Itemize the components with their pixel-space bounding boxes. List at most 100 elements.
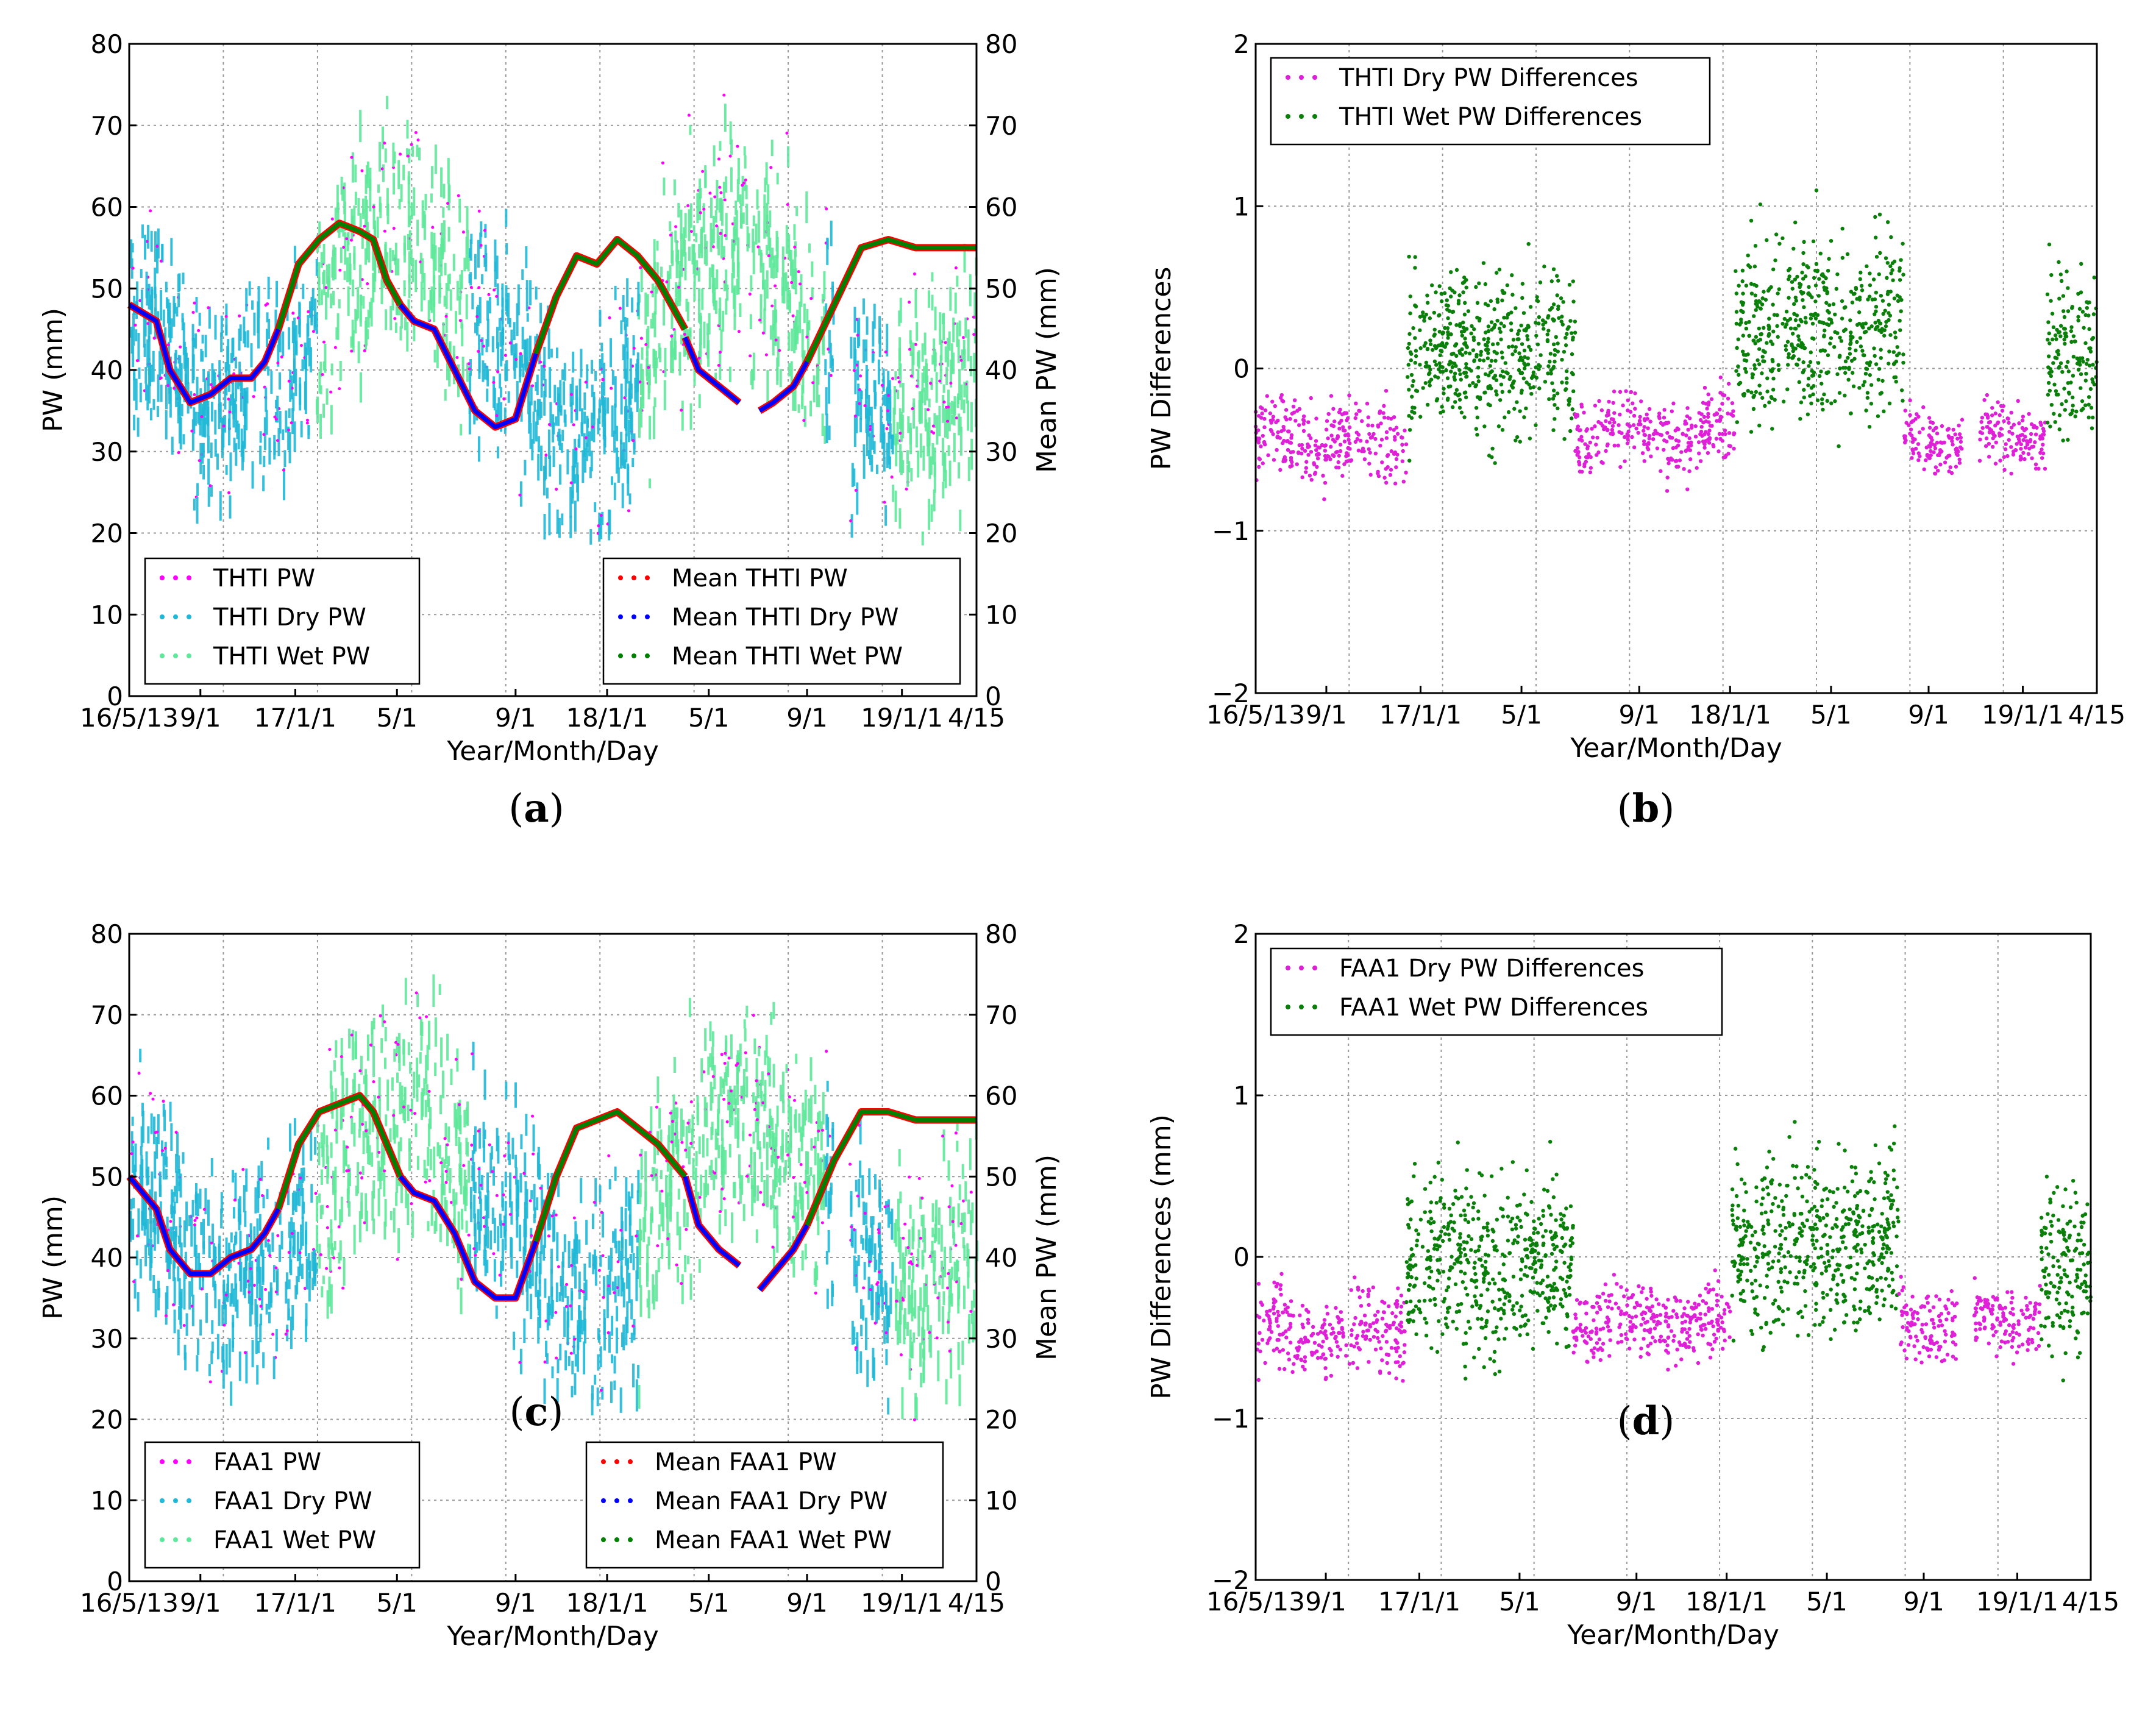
pw-point [689,403,692,430]
pw-point [219,402,222,423]
pw-point [473,407,476,425]
pw-point [154,268,157,295]
pw-point [536,1197,539,1211]
dry-diff-point [1958,439,1963,444]
dry-diff-point [1323,454,1328,458]
pw-point [660,1170,663,1179]
pw-point [594,371,597,381]
pw-point [752,229,755,253]
pw-point [785,131,789,135]
pw-point [723,281,726,291]
dry-diff-point [1993,461,1998,466]
pw-point [357,1162,360,1194]
wet-diff-point [1474,352,1479,357]
pw-point [639,336,643,340]
pw-point [378,1077,381,1101]
pw-point [332,1247,335,1257]
wet-diff-point [1760,355,1765,359]
pw-point [864,1317,867,1350]
dry-diff-point [1902,440,1907,445]
pw-point [947,1272,950,1275]
pw-point [132,1218,135,1240]
dry-diff-point [2041,451,2046,455]
pw-point [322,272,325,285]
pw-point [698,1136,701,1154]
pw-point [796,310,799,341]
pw-point [858,1123,861,1127]
pw-point [236,420,239,439]
pw-point [334,1189,337,1221]
pw-point [455,311,458,334]
dry-diff-point [1726,396,1731,401]
dry-diff-point [1706,411,1710,416]
pw-point [447,227,450,242]
wet-diff-point [1500,298,1504,303]
dry-diff-point [1708,424,1713,428]
pw-point [358,1211,361,1243]
dry-diff-point [1918,430,1922,435]
legend-marker [631,653,636,658]
dry-diff-point [1301,422,1306,426]
dry-diff-point [1578,438,1582,442]
pw-point [927,290,930,308]
pw-point [805,1151,808,1174]
pw-point [240,429,243,457]
pw-point [457,194,460,197]
wet-diff-point [2062,386,2066,391]
wet-diff-point [1799,341,1804,345]
pw-point [524,1232,527,1256]
dry-diff-point [1727,431,1732,435]
dry-diff-point [1291,450,1295,454]
pw-point [421,258,424,283]
x-tick-label: 4/15 [2068,700,2125,730]
pw-point [615,447,618,474]
pw-point [366,240,369,260]
pw-point [299,344,303,347]
pw-point [710,197,713,218]
dry-diff-point [1309,396,1313,400]
wet-diff-point [1509,321,1514,326]
wet-diff-point [1520,371,1524,375]
pw-point [708,313,711,335]
pw-point [736,1120,739,1148]
wet-diff-point [1887,349,1891,354]
pw-point [194,411,197,426]
wet-diff-point [2071,404,2075,408]
pw-point [611,1354,614,1364]
dry-diff-point [1382,475,1387,480]
pw-point [199,1319,202,1336]
pw-point [788,1099,791,1123]
pw-point [749,314,752,329]
pw-point [763,194,766,222]
pw-point [809,400,813,417]
wet-diff-point [1567,397,1572,401]
pw-point [733,216,736,237]
pw-point [193,393,196,396]
pw-point [805,335,809,339]
pw-point [442,207,445,218]
wet-diff-point [1432,327,1437,332]
pw-point [970,402,973,433]
wet-diff-point [1472,327,1476,332]
wet-diff-point [1805,412,1810,416]
pw-point [743,146,746,156]
pw-point [325,291,328,320]
wet-diff-point [1495,351,1499,355]
wet-diff-point [1415,389,1420,393]
pw-point [673,179,676,196]
dry-diff-point [1707,420,1711,424]
dry-diff-point [1593,404,1598,408]
pw-point [274,309,277,336]
dry-diff-point [1648,419,1652,424]
pw-point [915,426,918,448]
pw-point [922,1361,925,1384]
wet-diff-point [1869,324,1874,329]
pw-point [166,1259,169,1272]
pw-point [252,1284,256,1287]
wet-diff-point [1754,283,1759,288]
pw-point [957,339,960,363]
dry-diff-point [1355,436,1360,441]
wet-diff-point [1867,294,1872,299]
pw-point [519,1173,522,1193]
pw-point [967,457,970,482]
